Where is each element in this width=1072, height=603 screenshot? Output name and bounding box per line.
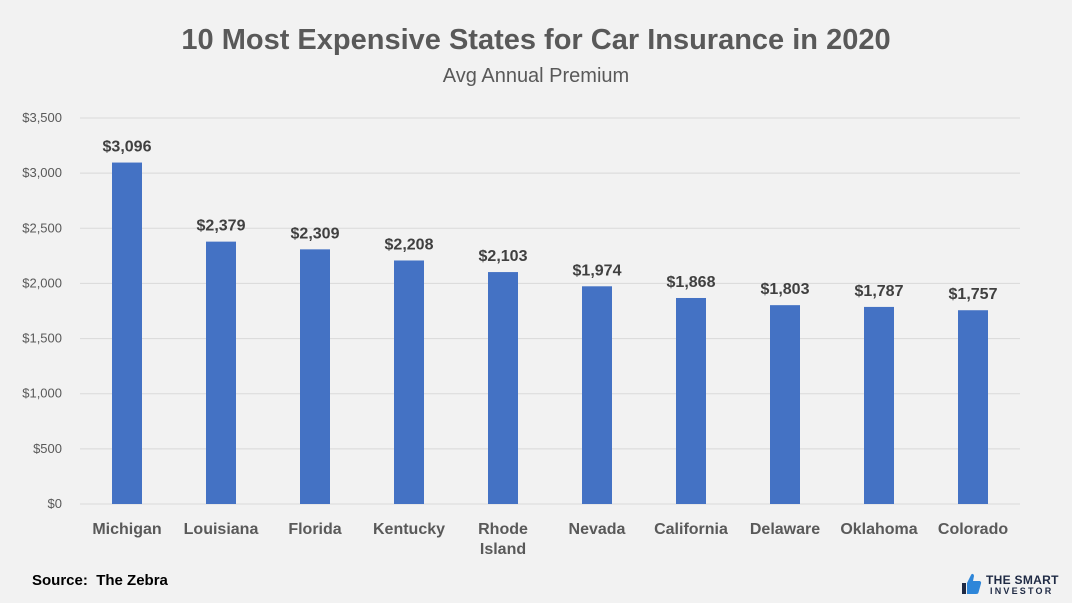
y-tick-label: $2,000 — [22, 275, 62, 290]
data-label: $1,787 — [855, 283, 904, 300]
data-label: $3,096 — [103, 139, 152, 156]
x-tick-label: Oklahoma — [840, 521, 917, 538]
data-label: $2,309 — [291, 225, 340, 242]
x-tick-label-line: California — [654, 521, 728, 538]
bar — [582, 286, 612, 504]
category-labels: Michigan Louisiana Florida Kentucky Rhode Isl… — [92, 521, 1008, 558]
bar — [394, 260, 424, 504]
chart-title: 10 Most Expensive States for Car Insuran… — [181, 24, 891, 56]
y-tick-label: $1,500 — [22, 331, 62, 346]
x-tick-label: California — [654, 521, 728, 538]
gridlines — [80, 117, 1020, 505]
y-tick-label: $2,500 — [22, 220, 62, 235]
y-tick-label: $3,500 — [22, 110, 62, 125]
x-tick-label-line: Kentucky — [373, 521, 445, 538]
y-axis-ticks: $0 $500 $1,000 $1,500 $2,000 $2,500 $3,000 $3,5… — [22, 110, 62, 511]
x-tick-label-line: Nevada — [569, 521, 626, 538]
x-tick-label-line: Florida — [288, 521, 341, 538]
y-tick-label: $0 — [48, 496, 62, 511]
source-prefix: Source: — [32, 572, 88, 589]
x-tick-label: Louisiana — [184, 521, 259, 538]
smart-investor-logo: THE SMART INVESTOR — [960, 572, 1066, 598]
x-tick-label: Kentucky — [373, 521, 445, 538]
bar-chart: $0 $500 $1,000 $1,500 $2,000 $2,500 $3,000 $3,5… — [22, 110, 1020, 558]
x-tick-label: Colorado — [938, 521, 1008, 538]
source-note: Source: The Zebra — [32, 572, 168, 589]
x-tick-label-line: Louisiana — [184, 521, 259, 538]
x-tick-label: Rhode Island — [478, 521, 528, 558]
y-tick-label: $3,000 — [22, 165, 62, 180]
y-tick-label: $1,000 — [22, 386, 62, 401]
x-tick-label-line: Michigan — [92, 521, 161, 538]
thumbs-up-icon — [962, 573, 982, 594]
bar — [300, 249, 330, 504]
data-label: $2,103 — [479, 248, 528, 265]
x-tick-label-line: Oklahoma — [840, 521, 917, 538]
x-tick-label: Michigan — [92, 521, 161, 538]
x-tick-label: Florida — [288, 521, 341, 538]
data-label: $2,379 — [197, 218, 246, 235]
bar — [770, 305, 800, 504]
bar — [488, 272, 518, 504]
x-tick-label: Delaware — [750, 521, 820, 538]
x-tick-label-line: Delaware — [750, 521, 820, 538]
data-label: $1,757 — [949, 286, 998, 303]
x-tick-label: Nevada — [569, 521, 626, 538]
source-name: The Zebra — [96, 572, 168, 589]
data-label: $1,974 — [573, 262, 622, 279]
bars — [112, 162, 988, 505]
logo-text-line1: THE SMART — [986, 573, 1059, 587]
x-tick-label-line: Island — [480, 541, 526, 558]
bar — [676, 297, 706, 504]
bar — [864, 306, 894, 504]
data-labels: $3,096 $2,379 $2,309 $2,208 $2,103 $1,974 $1,8… — [103, 139, 998, 304]
chart-subtitle: Avg Annual Premium — [442, 65, 630, 87]
x-tick-label-line: Rhode — [478, 521, 528, 538]
data-label: $1,803 — [761, 281, 810, 298]
bar — [206, 241, 236, 504]
data-label: $1,868 — [667, 274, 716, 291]
data-label: $2,208 — [385, 236, 434, 253]
x-tick-label-line: Colorado — [938, 521, 1008, 538]
bar — [958, 310, 988, 504]
y-tick-label: $500 — [33, 441, 62, 456]
logo-text-line2: INVESTOR — [990, 586, 1054, 596]
bar — [112, 162, 142, 505]
